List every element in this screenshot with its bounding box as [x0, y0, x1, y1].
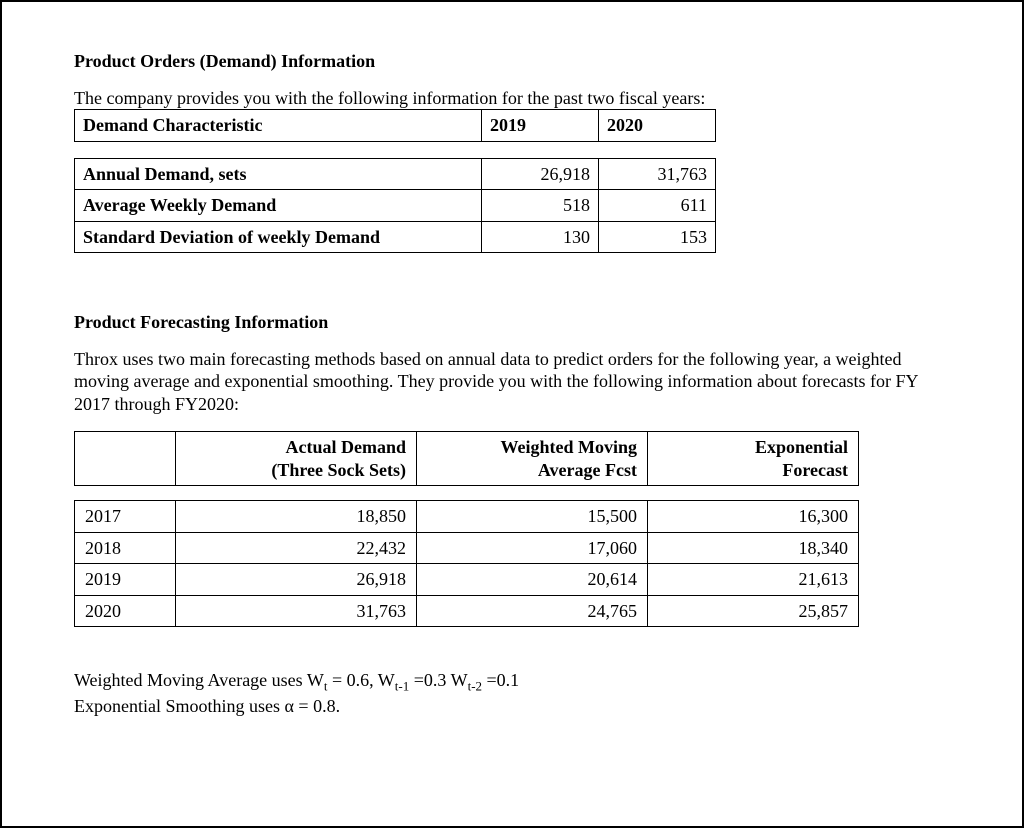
- forecast-header-wma: Weighted Moving Average Fcst: [417, 432, 648, 486]
- demand-table: Demand Characteristic 2019 2020 Annual D…: [74, 109, 714, 253]
- forecast-exp: 18,340: [648, 532, 859, 564]
- demand-row-2019: 130: [482, 221, 599, 253]
- table-row: 2019 26,918 20,614 21,613: [75, 564, 859, 596]
- forecast-header-actual: Actual Demand (Three Sock Sets): [176, 432, 417, 486]
- forecast-exp: 21,613: [648, 564, 859, 596]
- section2-intro: Throx uses two main forecasting methods …: [74, 348, 950, 416]
- demand-row-2020: 153: [599, 221, 716, 253]
- table-row: Annual Demand, sets 26,918 31,763: [75, 158, 716, 190]
- forecast-wma: 24,765: [417, 595, 648, 627]
- demand-table-header-label: Demand Characteristic: [75, 110, 482, 142]
- forecast-wma: 15,500: [417, 501, 648, 533]
- demand-row-2020: 31,763: [599, 158, 716, 190]
- forecast-actual: 22,432: [176, 532, 417, 564]
- demand-row-label: Standard Deviation of weekly Demand: [75, 221, 482, 253]
- section1-heading: Product Orders (Demand) Information: [74, 50, 950, 73]
- table-row: 2018 22,432 17,060 18,340: [75, 532, 859, 564]
- demand-row-2020: 611: [599, 190, 716, 222]
- forecast-actual: 26,918: [176, 564, 417, 596]
- section2-heading: Product Forecasting Information: [74, 311, 950, 334]
- forecast-wma: 17,060: [417, 532, 648, 564]
- forecast-year: 2017: [75, 501, 176, 533]
- forecast-wma: 20,614: [417, 564, 648, 596]
- demand-row-2019: 26,918: [482, 158, 599, 190]
- note-wma: Weighted Moving Average uses Wt = 0.6, W…: [74, 669, 950, 695]
- formula-notes: Weighted Moving Average uses Wt = 0.6, W…: [74, 669, 950, 717]
- forecast-year: 2019: [75, 564, 176, 596]
- forecast-header-exp: Exponential Forecast: [648, 432, 859, 486]
- table-row: 2017 18,850 15,500 16,300: [75, 501, 859, 533]
- forecast-actual: 31,763: [176, 595, 417, 627]
- forecast-actual: 18,850: [176, 501, 417, 533]
- forecast-year: 2020: [75, 595, 176, 627]
- forecast-header-year: [75, 432, 176, 486]
- document-page: Product Orders (Demand) Information The …: [0, 0, 1024, 828]
- demand-row-label: Average Weekly Demand: [75, 190, 482, 222]
- forecast-table: Actual Demand (Three Sock Sets) Weighted…: [74, 431, 814, 641]
- table-row: Standard Deviation of weekly Demand 130 …: [75, 221, 716, 253]
- table-row: 2020 31,763 24,765 25,857: [75, 595, 859, 627]
- table-row: Average Weekly Demand 518 611: [75, 190, 716, 222]
- forecast-exp: 16,300: [648, 501, 859, 533]
- section1-intro: The company provides you with the follow…: [74, 87, 950, 110]
- forecast-exp: 25,857: [648, 595, 859, 627]
- note-exp: Exponential Smoothing uses α = 0.8.: [74, 695, 950, 718]
- forecast-year: 2018: [75, 532, 176, 564]
- demand-table-header-2019: 2019: [482, 110, 599, 142]
- demand-table-header-2020: 2020: [599, 110, 716, 142]
- demand-row-label: Annual Demand, sets: [75, 158, 482, 190]
- demand-row-2019: 518: [482, 190, 599, 222]
